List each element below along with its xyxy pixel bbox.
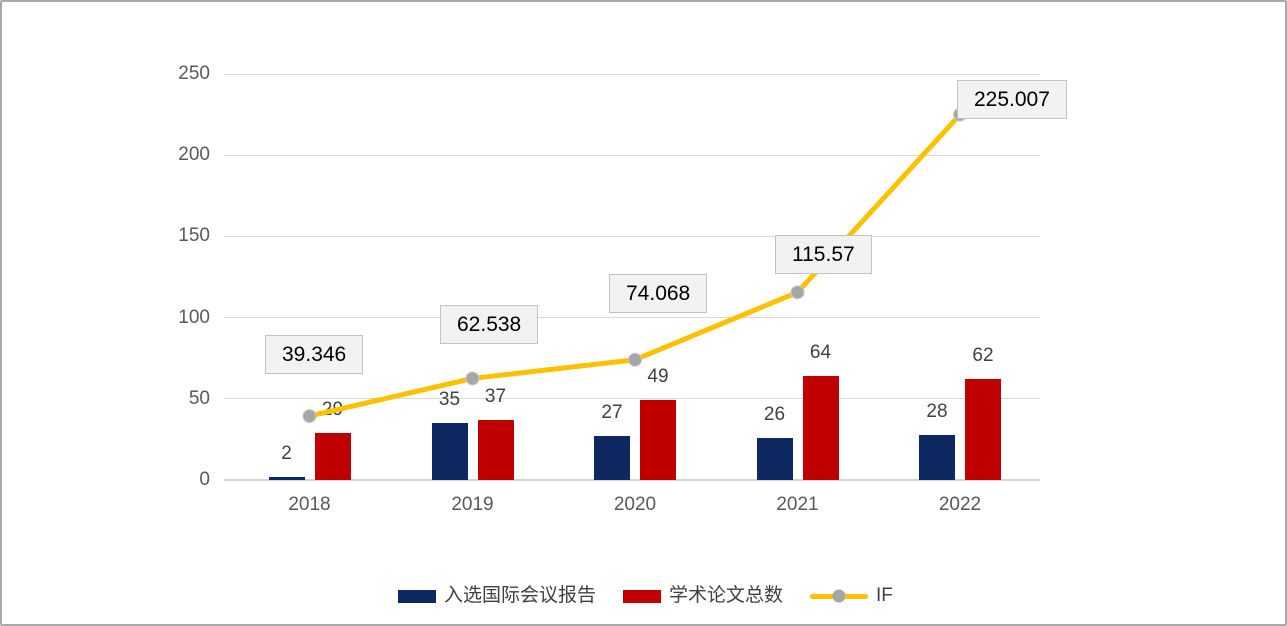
gridline-250 [224, 73, 1040, 75]
x-axis-label-2022: 2022 [938, 494, 982, 515]
legend-label-1: 学术论文总数 [669, 585, 784, 606]
bar-学术论文总数-2022 [965, 379, 1001, 480]
gridline-100 [224, 317, 1040, 319]
legend-swatch-icon [398, 589, 436, 603]
y-axis-tick-100: 100 [178, 306, 210, 328]
bar-value-label-学术论文总数-2022: 62 [972, 345, 994, 367]
x-axis-label-2018: 2018 [288, 494, 331, 515]
legend-item-if: IF [810, 586, 893, 606]
y-axis-tick-0: 0 [199, 469, 210, 490]
bar-学术论文总数-2020 [640, 400, 676, 480]
y-axis-tick-250: 250 [178, 63, 210, 84]
bar-value-label-入选国际会议报告-2022: 28 [926, 400, 948, 422]
legend-line-icon [810, 589, 869, 603]
if-value-label-2020: 74.068 [609, 274, 708, 313]
legend-label-2: IF [876, 585, 893, 606]
bar-value-label-学术论文总数-2021: 64 [809, 342, 832, 364]
x-axis-label-2019: 2019 [451, 494, 494, 515]
legend-marker-icon [832, 589, 846, 603]
legend-swatch-icon [623, 589, 662, 603]
y-axis-tick-150: 150 [178, 225, 210, 247]
gridline-200 [224, 154, 1040, 156]
y-axis-tick-200: 200 [178, 144, 210, 166]
x-axis-label-2021: 2021 [776, 494, 819, 515]
gridline-0 [224, 479, 1040, 481]
bar-value-label-学术论文总数-2018: 29 [321, 398, 344, 420]
bar-value-label-入选国际会议报告-2020: 27 [601, 402, 623, 424]
if-value-label-2019: 62.538 [440, 305, 539, 344]
bar-value-label-学术论文总数-2020: 49 [647, 366, 669, 388]
legend-label-0: 入选国际会议报告 [444, 585, 597, 606]
if-value-label-2018: 39.346 [265, 335, 364, 374]
if-value-label-2021: 115.57 [775, 235, 872, 274]
bar-入选国际会议报告-2022 [919, 434, 955, 480]
bar-学术论文总数-2019 [477, 419, 514, 480]
legend-item-series-0: 入选国际会议报告 [398, 586, 596, 606]
bar-value-label-学术论文总数-2019: 37 [484, 385, 507, 407]
bar-value-label-入选国际会议报告-2021: 26 [763, 403, 786, 425]
bar-学术论文总数-2018 [314, 432, 351, 480]
bar-value-label-入选国际会议报告-2018: 2 [281, 442, 292, 464]
bar-学术论文总数-2021 [802, 376, 839, 480]
if-value-label-2022: 225.007 [957, 80, 1067, 119]
bar-入选国际会议报告-2020 [594, 436, 630, 480]
legend: 入选国际会议报告 学术论文总数 IF [398, 586, 893, 606]
bar-入选国际会议报告-2018 [268, 476, 305, 480]
bar-入选国际会议报告-2021 [756, 437, 793, 480]
legend-item-series-1: 学术论文总数 [623, 586, 783, 606]
gridline-150 [224, 235, 1040, 237]
x-axis-label-2020: 2020 [613, 494, 657, 515]
y-axis-tick-50: 50 [188, 387, 210, 409]
bar-入选国际会议报告-2019 [431, 423, 468, 480]
